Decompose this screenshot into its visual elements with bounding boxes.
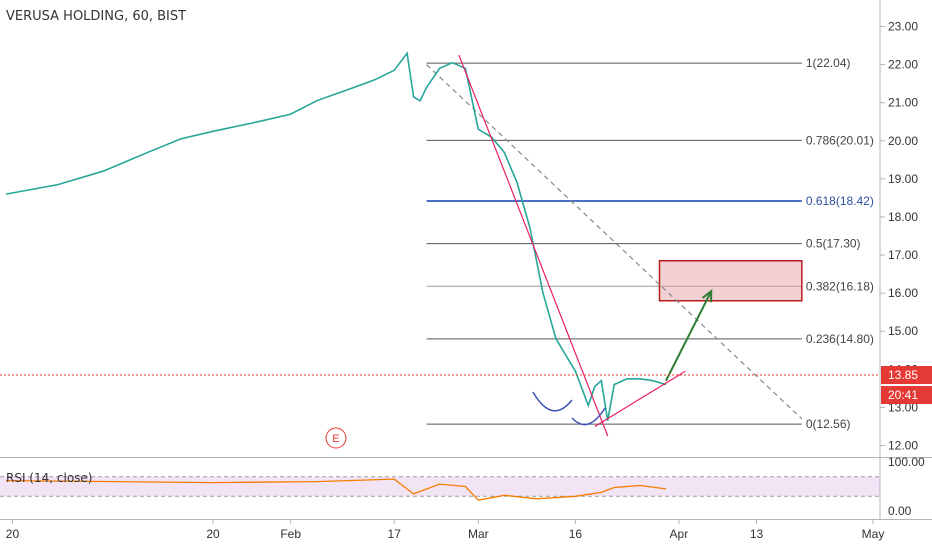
uptrend-line bbox=[594, 370, 686, 427]
handle-arc bbox=[571, 407, 606, 426]
y-tick-label: 12.00 bbox=[888, 439, 918, 453]
fib-level-label: 0.786(20.01) bbox=[806, 133, 874, 147]
event-marker-label: E bbox=[332, 433, 339, 445]
last-price-badge bbox=[881, 366, 932, 385]
y-tick-label: 23.00 bbox=[888, 20, 918, 34]
chart-title: VERUSA HOLDING, 60, BIST bbox=[6, 9, 187, 24]
x-tick-label: Apr bbox=[670, 527, 689, 541]
y-tick-label: 16.00 bbox=[888, 286, 918, 300]
price-series-line bbox=[5, 51, 667, 421]
countdown-badge bbox=[881, 386, 932, 405]
x-tick-label: May bbox=[862, 527, 885, 541]
projection-arrow bbox=[665, 290, 713, 382]
fib-level-label: 0.618(18.42) bbox=[806, 194, 874, 208]
fib-level-label: 0.382(16.18) bbox=[806, 279, 874, 293]
rsi-tick-label: 0.00 bbox=[888, 504, 912, 518]
y-tick-label: 17.00 bbox=[888, 248, 918, 262]
y-tick-label: 19.00 bbox=[888, 172, 918, 186]
x-tick-label: 13 bbox=[750, 527, 764, 541]
rsi-line bbox=[5, 478, 667, 501]
rsi-title: RSI (14, close) bbox=[6, 471, 93, 485]
x-tick-label: 20 bbox=[6, 527, 20, 541]
downtrend-line bbox=[458, 54, 609, 437]
x-tick-label: Feb bbox=[280, 527, 301, 541]
fib-level-label: 0.5(17.30) bbox=[806, 237, 861, 251]
fib-level-label: 0.236(14.80) bbox=[806, 332, 874, 346]
y-tick-label: 21.00 bbox=[888, 96, 918, 110]
last-price-label: 13.85 bbox=[888, 368, 918, 382]
y-tick-label: 22.00 bbox=[888, 58, 918, 72]
arrow-head bbox=[701, 289, 713, 303]
countdown-label: 20:41 bbox=[888, 388, 918, 402]
x-tick-label: 17 bbox=[388, 527, 402, 541]
rsi-tick-label: 100.00 bbox=[888, 455, 925, 469]
rsi-band bbox=[0, 476, 880, 497]
fib-level-label: 0(12.56) bbox=[806, 417, 851, 431]
y-tick-label: 15.00 bbox=[888, 324, 918, 338]
cup-arc bbox=[532, 391, 573, 412]
fib-level-label: 1(22.04) bbox=[806, 56, 851, 70]
event-marker bbox=[325, 427, 347, 449]
y-tick-label: 20.00 bbox=[888, 134, 918, 148]
x-tick-label: 20 bbox=[206, 527, 220, 541]
x-tick-label: 16 bbox=[569, 527, 583, 541]
x-tick-label: Mar bbox=[468, 527, 489, 541]
y-tick-label: 18.00 bbox=[888, 210, 918, 224]
target-zone bbox=[658, 260, 803, 302]
